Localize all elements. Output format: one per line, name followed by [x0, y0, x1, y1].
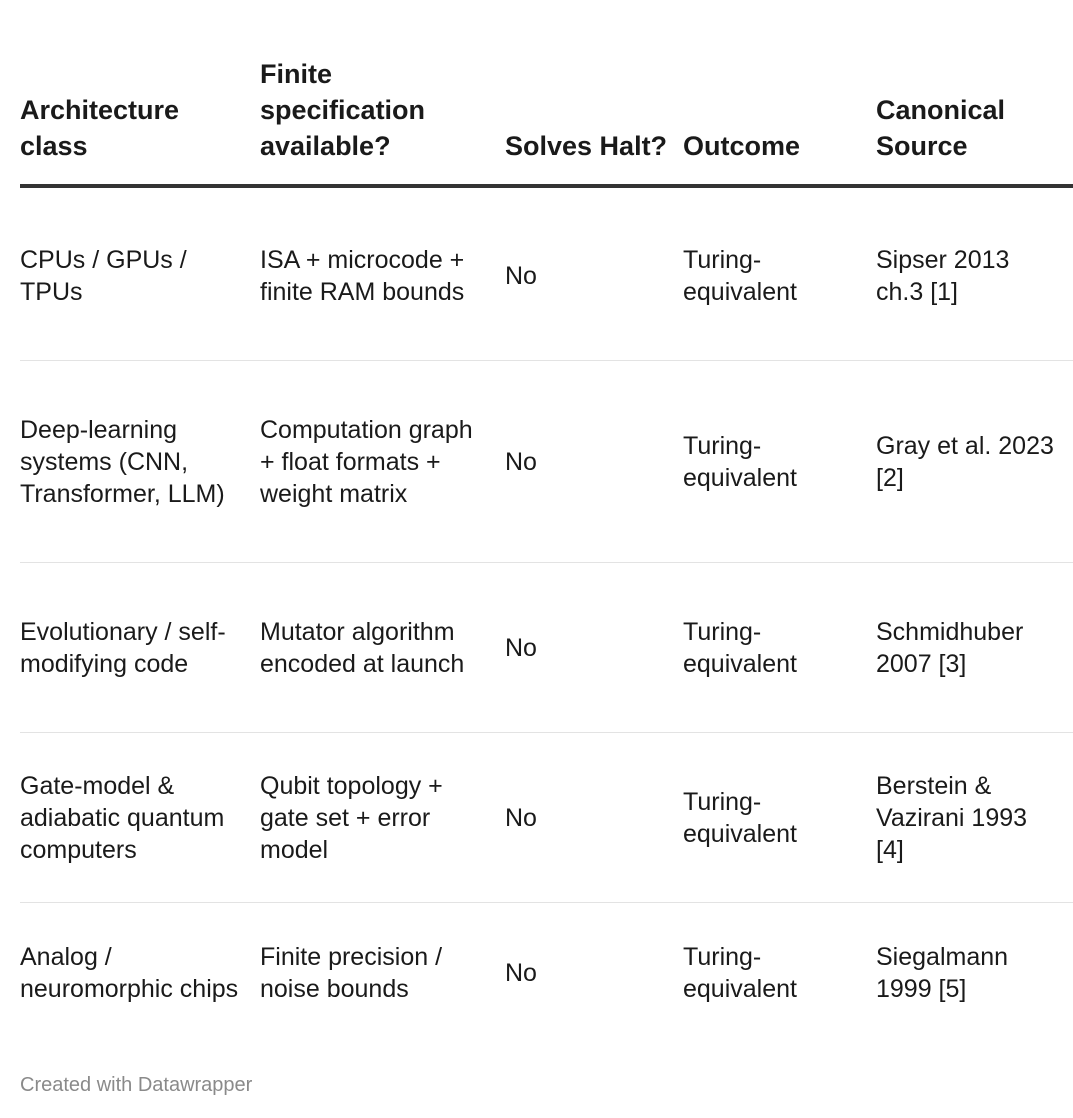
table-row: Gate-model & adiabatic quantum computers… — [20, 732, 1073, 903]
cell-outcome: Turing-equivalent — [683, 942, 797, 1003]
cell-outcome: Turing-equivalent — [683, 186, 876, 361]
cell-canonical-source: Berstein & Vazirani 1993 [4] — [876, 732, 1073, 903]
table-row: Deep-learning systems (CNN, Transformer,… — [20, 360, 1073, 563]
cell-architecture-class: Evolutionary / self-modifying code — [20, 562, 260, 733]
cell-solves-halt: No — [505, 732, 683, 903]
cell-architecture-class: Gate-model & adiabatic quantum computers — [20, 732, 260, 903]
header-canonical-source: Canonical Source — [876, 56, 1073, 188]
cell-canonical-source: Gray et al. 2023 [2] — [876, 360, 1073, 563]
cell-finite-specification: Qubit topology + gate set + error model — [260, 732, 505, 903]
cell-outcome: Turing-equivalent — [683, 732, 876, 903]
cell-architecture-class: CPUs / GPUs / TPUs — [20, 186, 260, 361]
cell-outcome: Turing-equivalent — [683, 562, 876, 733]
table-header: Architecture class Finite specification … — [20, 56, 1073, 188]
cell-architecture-class: Analog / neuromorphic chips — [20, 942, 239, 1003]
cell-canonical-source: Schmidhuber 2007 [3] — [876, 562, 1073, 733]
header-architecture-class: Architecture class — [20, 56, 260, 188]
comparison-table: Architecture class Finite specification … — [20, 56, 1073, 1042]
header-finite-specification: Finite specification available? — [260, 56, 505, 188]
cell-finite-specification: Mutator algorithm encoded at launch — [260, 562, 505, 733]
cell-solves-halt: No — [505, 360, 683, 563]
cell-architecture-class: Deep-learning systems (CNN, Transformer,… — [20, 360, 260, 563]
cell-solves-halt: No — [505, 958, 537, 987]
table-row: Evolutionary / self-modifying code Mutat… — [20, 562, 1073, 733]
cell-solves-halt: No — [505, 186, 683, 361]
cell-finite-specification: Finite precision / noise bounds — [260, 942, 443, 1003]
datawrapper-credit: Created with Datawrapper — [20, 1074, 253, 1096]
cell-solves-halt: No — [505, 562, 683, 733]
header-outcome: Outcome — [683, 56, 876, 188]
cell-finite-specification: ISA + microcode + finite RAM bounds — [260, 186, 505, 361]
cell-finite-specification: Computation graph + float formats + weig… — [260, 360, 505, 563]
table-body: CPUs / GPUs / TPUs ISA + microcode + fin… — [20, 186, 1073, 1042]
cell-canonical-source: Siegalmann 1999 [5] — [876, 942, 1009, 1003]
cell-outcome: Turing-equivalent — [683, 360, 876, 563]
table-row: Analog / neuromorphic chips Finite preci… — [20, 903, 1073, 1043]
table-row: CPUs / GPUs / TPUs ISA + microcode + fin… — [20, 186, 1073, 361]
header-solves-halt: Solves Halt? — [505, 56, 683, 188]
cell-canonical-source: Sipser 2013 ch.3 [1] — [876, 186, 1073, 361]
header-row: Architecture class Finite specification … — [20, 56, 1073, 188]
